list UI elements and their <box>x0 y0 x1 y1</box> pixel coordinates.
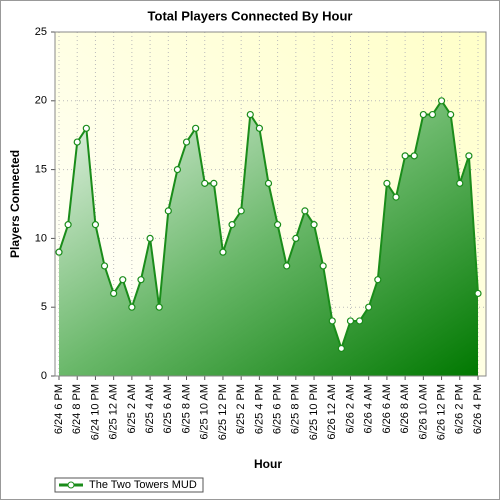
marker <box>401 152 409 160</box>
marker <box>110 289 118 298</box>
marker <box>465 152 473 160</box>
marker <box>173 166 182 174</box>
marker <box>337 344 345 353</box>
marker <box>346 317 355 325</box>
marker <box>55 248 63 256</box>
marker <box>264 179 273 187</box>
y-tick-label: 5 <box>41 301 47 313</box>
marker <box>319 262 327 270</box>
marker <box>246 110 254 119</box>
marker <box>228 221 236 229</box>
x-tick-label: 6/25 8 AM <box>180 384 192 434</box>
y-tick-label: 20 <box>35 95 47 107</box>
legend-marker <box>67 481 75 489</box>
marker <box>82 124 90 132</box>
x-tick-label: 6/24 8 PM <box>71 384 83 434</box>
marker <box>292 234 300 242</box>
marker <box>64 221 72 229</box>
y-tick-label: 10 <box>35 232 47 244</box>
area <box>59 100 478 377</box>
x-tick-label: 6/25 12 PM <box>217 384 229 440</box>
x-tick-label: 6/26 2 AM <box>344 384 356 434</box>
marker <box>383 179 391 187</box>
x-tick-label: 6/26 4 AM <box>363 384 375 434</box>
marker <box>237 207 245 215</box>
marker <box>210 179 218 187</box>
x-tick-label: 6/25 2 AM <box>126 384 138 434</box>
marker <box>192 124 200 132</box>
y-tick-label: 0 <box>41 370 47 382</box>
x-tick-label: 6/26 4 PM <box>472 384 484 434</box>
x-tick-label: 6/26 12 AM <box>326 384 338 440</box>
legend-label: The Two Towers MUD <box>89 479 197 491</box>
marker <box>283 262 291 270</box>
marker <box>447 110 455 119</box>
x-tick-label: 6/25 10 AM <box>199 384 211 440</box>
x-tick-label: 6/26 6 AM <box>381 384 393 434</box>
x-tick-label: 6/25 6 PM <box>272 384 284 434</box>
x-tick-label: 6/25 12 AM <box>108 384 120 440</box>
x-tick-label: 6/25 10 PM <box>308 384 320 440</box>
marker <box>128 303 136 311</box>
x-tick-label: 6/26 8 AM <box>399 384 411 434</box>
x-tick-label: 6/25 8 PM <box>290 384 302 434</box>
x-tick-label: 6/24 6 PM <box>53 384 65 434</box>
marker <box>201 179 209 187</box>
marker <box>310 221 318 229</box>
marker <box>355 317 364 325</box>
marker <box>419 110 427 119</box>
plot-border <box>54 31 487 377</box>
x-tick-label: 6/26 10 AM <box>417 384 429 440</box>
marker <box>119 276 127 284</box>
y-axis-title: Players Connected <box>8 150 22 258</box>
marker <box>146 234 154 242</box>
marker <box>328 317 336 325</box>
x-tick-label: 6/25 6 AM <box>162 384 174 434</box>
x-tick-label: 6/24 10 PM <box>89 384 101 440</box>
marker <box>100 262 109 270</box>
marker <box>474 289 482 298</box>
marker <box>392 193 400 201</box>
marker <box>410 152 418 160</box>
y-tick-label: 15 <box>35 164 47 176</box>
marker <box>164 207 172 215</box>
x-tick-label: 6/26 12 PM <box>435 384 447 440</box>
marker <box>428 110 437 119</box>
x-tick-label: 6/25 2 PM <box>235 384 247 434</box>
marker <box>73 138 81 146</box>
y-tick-label: 25 <box>35 26 47 38</box>
marker <box>91 221 100 229</box>
x-tick-label: 6/26 2 PM <box>454 384 466 434</box>
x-tick-label: 6/25 4 PM <box>253 384 265 434</box>
marker <box>374 276 382 284</box>
marker <box>255 124 263 132</box>
x-axis-title: Hour <box>254 457 282 471</box>
marker <box>301 207 309 215</box>
marker <box>182 138 191 146</box>
marker <box>137 276 145 284</box>
marker <box>365 303 373 311</box>
legend-box <box>54 477 204 493</box>
marker <box>437 97 446 105</box>
marker <box>456 179 464 187</box>
marker <box>219 248 227 256</box>
x-tick-label: 6/25 4 AM <box>144 384 156 434</box>
marker <box>274 221 282 229</box>
marker <box>155 303 163 311</box>
chart-title: Total Players Connected By Hour <box>148 8 353 23</box>
